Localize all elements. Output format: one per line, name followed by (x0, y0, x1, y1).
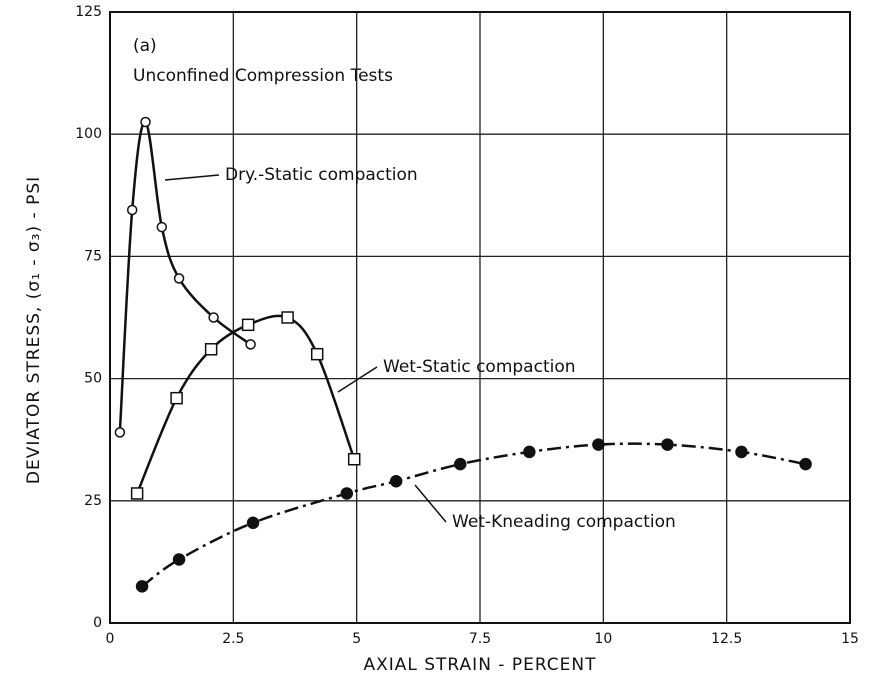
label-leader (164, 174, 220, 181)
x-tick-label: 15 (841, 631, 859, 647)
marker (340, 487, 354, 500)
x-tick-label: 2.5 (222, 631, 244, 647)
x-tick-label: 0 (106, 631, 115, 647)
y-tick-label: 100 (75, 126, 102, 142)
series-label: Dry.-Static compaction (225, 165, 418, 185)
marker (140, 116, 151, 128)
label-leader (414, 484, 447, 523)
plot-frame (109, 11, 851, 624)
marker (799, 457, 812, 471)
marker (735, 445, 748, 459)
marker (204, 343, 218, 356)
marker (523, 445, 536, 459)
x-tick-label: 5 (352, 631, 361, 647)
marker (172, 553, 186, 566)
chart-title: (a) (133, 36, 157, 56)
x-tick-label: 7.5 (469, 631, 491, 647)
marker (114, 427, 126, 438)
label-leader (337, 366, 378, 393)
series-line (118, 120, 252, 433)
y-tick-label: 0 (93, 615, 102, 631)
marker (389, 474, 403, 488)
chart-subtitle: Unconfined Compression Tests (133, 66, 393, 86)
marker (245, 339, 256, 350)
marker (347, 453, 361, 466)
marker (310, 347, 324, 361)
marker (281, 311, 294, 324)
marker (592, 438, 605, 451)
marker (454, 457, 467, 471)
marker (173, 273, 185, 284)
marker (135, 580, 149, 593)
x-axis-label: AXIAL STRAIN - PERCENT (363, 655, 596, 675)
y-tick-label: 25 (84, 493, 102, 509)
marker (126, 204, 138, 216)
marker (170, 391, 183, 405)
x-tick-label: 12.5 (711, 631, 742, 647)
marker (246, 516, 260, 530)
y-tick-label: 50 (84, 371, 102, 387)
series-label: Wet-Kneading compaction (452, 512, 676, 532)
x-tick-label: 10 (594, 631, 612, 647)
y-tick-label: 125 (75, 4, 102, 20)
y-tick-label: 75 (84, 248, 102, 264)
marker (241, 318, 255, 332)
marker (661, 438, 674, 451)
series-label: Wet-Static compaction (383, 357, 576, 377)
marker (130, 487, 144, 500)
y-axis-label: DEVIATOR STRESS, (σ₁ - σ₃) - PSI (24, 176, 44, 484)
marker (208, 312, 219, 323)
marker (156, 221, 168, 233)
